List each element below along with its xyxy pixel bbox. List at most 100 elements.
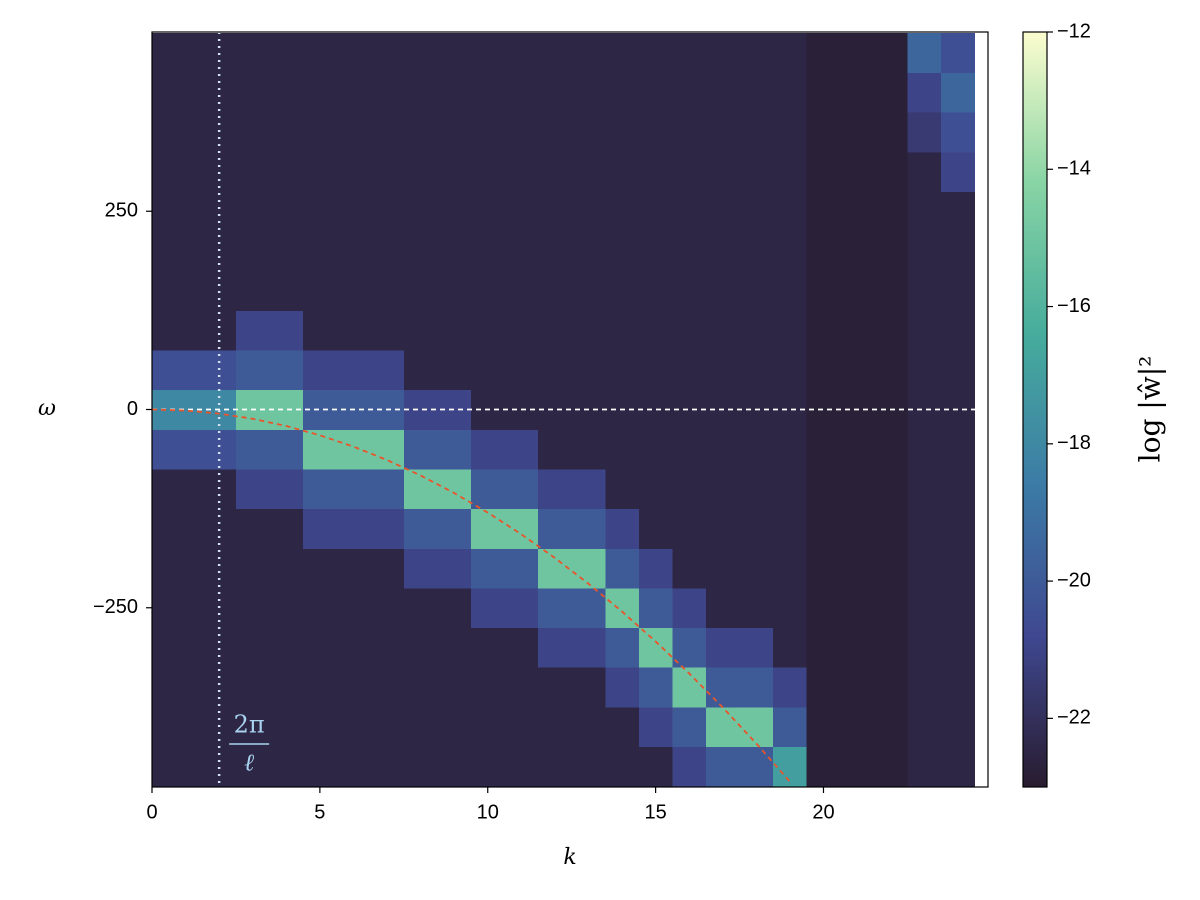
x-axis-label: k <box>563 845 576 870</box>
heatmap-cell <box>907 667 942 708</box>
colorbar-tick-label: −16 <box>1057 295 1091 317</box>
heatmap-cell <box>806 548 841 589</box>
heatmap-cell <box>336 72 371 113</box>
heatmap-cell <box>638 587 673 629</box>
heatmap-cell <box>806 310 841 351</box>
heatmap-cell <box>907 191 942 232</box>
heatmap-cell <box>269 112 304 153</box>
heatmap-cell <box>538 548 573 589</box>
heatmap-cell <box>638 310 673 351</box>
heatmap-cell <box>638 112 673 153</box>
heatmap-cell <box>940 112 976 153</box>
heatmap-cell <box>806 706 841 748</box>
heatmap-cell <box>840 151 875 192</box>
heatmap-cell <box>470 270 506 311</box>
heatmap-cell <box>605 667 640 708</box>
heatmap-cell <box>571 667 606 708</box>
heatmap-cell <box>437 508 472 549</box>
y-tick-label: −250 <box>93 596 138 618</box>
heatmap-cell <box>739 746 774 787</box>
heatmap-cell <box>638 706 673 748</box>
heatmap-cell <box>168 191 203 232</box>
heatmap-cell <box>470 508 506 549</box>
heatmap-cell <box>303 508 338 549</box>
heatmap-cell <box>269 151 304 192</box>
heatmap-cell <box>470 627 506 668</box>
heatmap-cell <box>152 667 170 708</box>
heatmap-cell <box>806 151 841 192</box>
heatmap-cell <box>303 270 338 311</box>
heatmap-cell <box>235 151 271 192</box>
heatmap-cell <box>336 667 371 708</box>
heatmap-cell <box>873 112 908 153</box>
heatmap-cell <box>303 32 338 73</box>
heatmap-cell <box>907 587 942 629</box>
heatmap-cell <box>773 587 808 629</box>
heatmap-cell <box>638 429 673 470</box>
heatmap-cell <box>773 112 808 153</box>
heatmap-cell <box>538 508 573 549</box>
heatmap-cell <box>773 231 808 272</box>
heatmap-cell <box>504 310 539 351</box>
heatmap-cell <box>437 667 472 708</box>
heatmap-cell <box>873 468 908 510</box>
heatmap-cell <box>370 746 405 787</box>
heatmap-cell <box>806 350 841 391</box>
heatmap-cell <box>235 270 271 311</box>
heatmap-cell <box>269 746 304 787</box>
heatmap-cell <box>907 270 942 311</box>
heatmap-cell <box>202 72 237 113</box>
heatmap-cell <box>672 32 707 73</box>
heatmap-cell <box>940 191 976 232</box>
heatmap-cell <box>403 627 438 668</box>
heatmap-cell <box>705 112 741 153</box>
heatmap-cell <box>773 429 808 470</box>
heatmap-cell <box>202 429 237 470</box>
heatmap-cell <box>370 508 405 549</box>
heatmap-cell <box>437 32 472 73</box>
heatmap-cell <box>605 587 640 629</box>
heatmap-cell <box>605 112 640 153</box>
heatmap-cell <box>940 587 976 629</box>
heatmap-cell <box>705 270 741 311</box>
heatmap-cell <box>672 587 707 629</box>
heatmap-cell <box>638 746 673 787</box>
heatmap-cell <box>303 151 338 192</box>
heatmap-cell <box>672 72 707 113</box>
heatmap-cell <box>336 706 371 748</box>
heatmap-cell <box>202 231 237 272</box>
heatmap-cell <box>538 746 573 787</box>
heatmap-cell <box>504 667 539 708</box>
heatmap-cell <box>504 627 539 668</box>
heatmap-cell <box>470 746 506 787</box>
heatmap-cell <box>705 350 741 391</box>
heatmap-cell <box>437 548 472 589</box>
heatmap-cell <box>168 468 203 510</box>
y-tick-label: 0 <box>127 398 138 420</box>
heatmap-cell <box>403 270 438 311</box>
heatmap-cell <box>403 548 438 589</box>
heatmap-cell <box>370 548 405 589</box>
heatmap-cell <box>840 350 875 391</box>
heatmap-cell <box>806 667 841 708</box>
heatmap-cell <box>907 746 942 787</box>
heatmap-cell <box>638 667 673 708</box>
heatmap-cell <box>152 389 170 430</box>
heatmap-cell <box>571 508 606 549</box>
heatmap-cell <box>806 72 841 113</box>
heatmap-cell <box>840 270 875 311</box>
heatmap-cell <box>571 706 606 748</box>
heatmap-cell <box>638 508 673 549</box>
heatmap-cell <box>873 746 908 787</box>
heatmap-cell <box>470 706 506 748</box>
heatmap-cell <box>370 310 405 351</box>
heatmap-cell <box>168 548 203 589</box>
heatmap-cell <box>605 468 640 510</box>
heatmap-cell <box>538 72 573 113</box>
heatmap-cell <box>840 468 875 510</box>
heatmap-cell <box>538 270 573 311</box>
heatmap-cell <box>403 667 438 708</box>
heatmap-cell <box>152 310 170 351</box>
